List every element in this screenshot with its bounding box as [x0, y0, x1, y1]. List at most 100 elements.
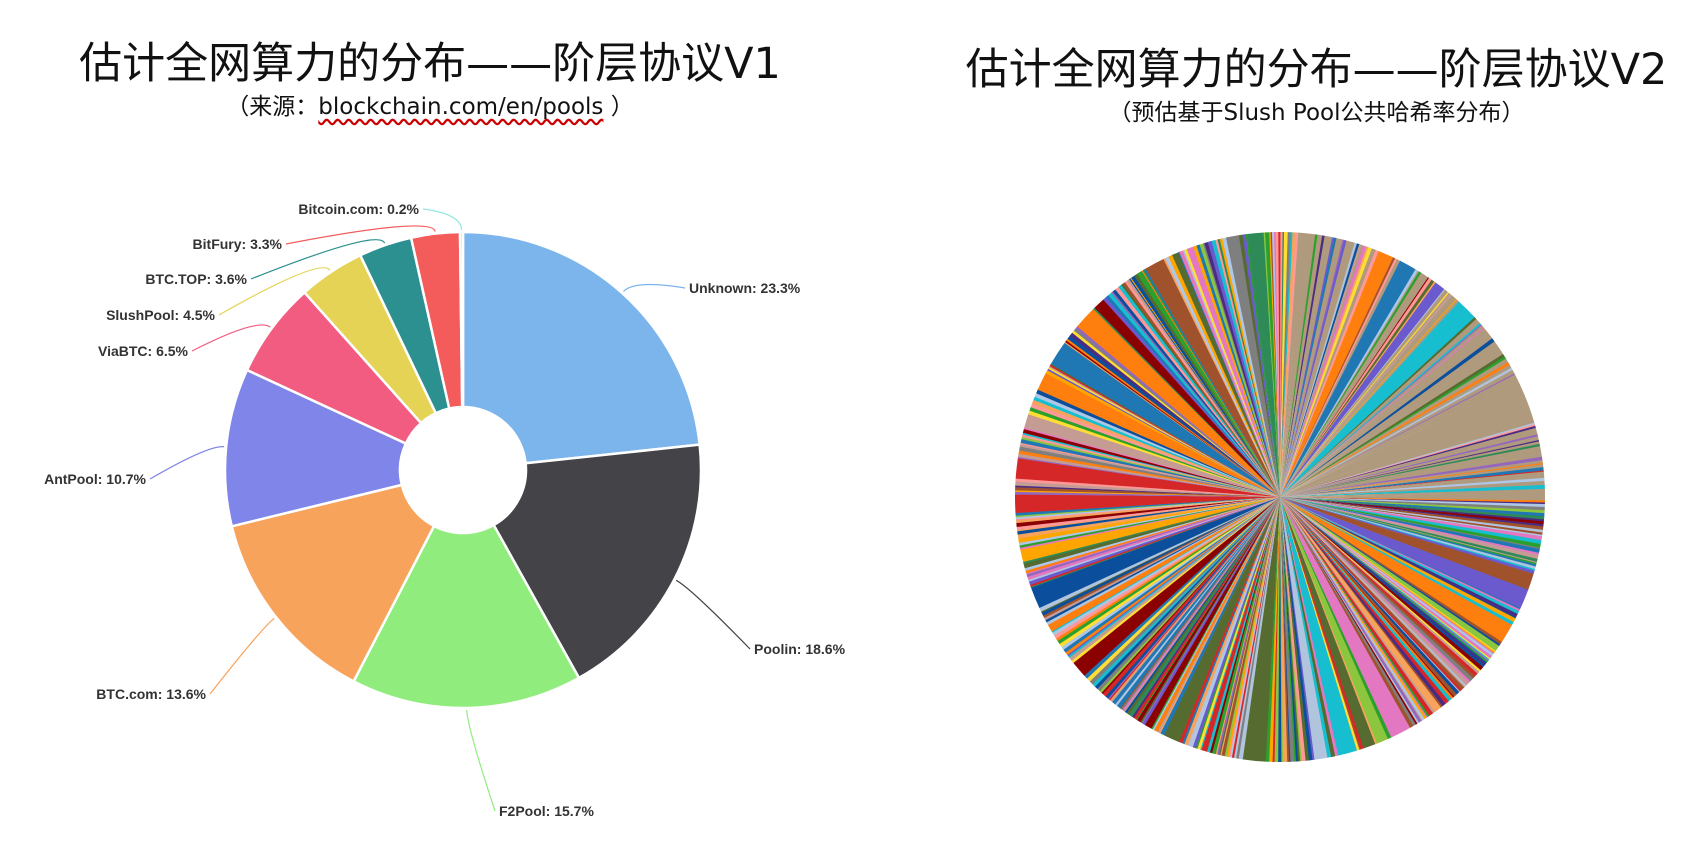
- pool-slice[interactable]: [1026, 497, 1280, 577]
- pool-slice[interactable]: [1280, 346, 1500, 497]
- pool-slice[interactable]: [1280, 497, 1487, 665]
- pool-slice[interactable]: [1280, 460, 1543, 497]
- pool-slice[interactable]: [1032, 399, 1280, 497]
- pool-slice[interactable]: [1238, 234, 1280, 497]
- pool-slice[interactable]: [1280, 497, 1498, 652]
- pool-slice[interactable]: [1280, 497, 1299, 762]
- pool-slice[interactable]: [1105, 497, 1280, 699]
- pool-slice[interactable]: [1280, 497, 1430, 718]
- pool-slice[interactable]: [1126, 497, 1280, 715]
- pool-slice[interactable]: [1280, 275, 1429, 497]
- pool-slice[interactable]: [1280, 497, 1457, 696]
- pool-slice[interactable]: [1280, 277, 1430, 497]
- pool-slice[interactable]: [1280, 497, 1328, 760]
- pool-slice[interactable]: [1280, 497, 1358, 756]
- pool-slice[interactable]: [1280, 473, 1545, 497]
- pool-slice[interactable]: [1073, 328, 1280, 497]
- pool-slice[interactable]: [1280, 341, 1497, 497]
- pool-slice[interactable]: [1105, 294, 1280, 497]
- pool-slice[interactable]: [1047, 497, 1280, 629]
- pool-slice[interactable]: [1280, 497, 1442, 711]
- pool-slice[interactable]: [1134, 273, 1280, 497]
- pool-slice[interactable]: [1242, 234, 1280, 497]
- pool-slice[interactable]: [1278, 232, 1281, 498]
- pool-slice[interactable]: [1280, 497, 1302, 762]
- pool-slice[interactable]: [1033, 396, 1280, 497]
- pool-slice[interactable]: [1127, 278, 1280, 497]
- pool-slice[interactable]: [1280, 281, 1436, 497]
- pool-slice[interactable]: [1204, 241, 1280, 497]
- pool-slice[interactable]: [1280, 497, 1489, 662]
- pool-slice[interactable]: [1141, 497, 1280, 724]
- pool-slice[interactable]: [1280, 475, 1545, 497]
- pool-slice[interactable]: [1280, 497, 1516, 623]
- pool-slice[interactable]: [1280, 300, 1460, 497]
- pool-slice[interactable]: [1016, 497, 1280, 524]
- pool-slice[interactable]: [1115, 286, 1280, 497]
- pool-slice[interactable]: [1280, 497, 1472, 682]
- pool-slice[interactable]: [1142, 497, 1280, 726]
- pool-slice[interactable]: [1280, 332, 1490, 497]
- pool-slice[interactable]: [1129, 278, 1280, 497]
- pool-slice[interactable]: [1111, 291, 1280, 497]
- slice-antpool[interactable]: [223, 368, 408, 528]
- pool-slice[interactable]: [1280, 497, 1484, 671]
- pool-slice[interactable]: [1271, 232, 1280, 498]
- pool-slice[interactable]: [1280, 497, 1435, 714]
- pool-slice[interactable]: [1280, 320, 1481, 497]
- pool-slice[interactable]: [1075, 326, 1280, 497]
- pool-slice[interactable]: [1108, 497, 1280, 701]
- pool-slice[interactable]: [1061, 497, 1280, 650]
- pool-slice[interactable]: [1041, 497, 1280, 616]
- pool-slice[interactable]: [1055, 497, 1280, 642]
- pool-slice[interactable]: [1280, 497, 1465, 691]
- pool-slice[interactable]: [1157, 497, 1280, 733]
- pool-slice[interactable]: [1280, 376, 1518, 497]
- pool-slice[interactable]: [1280, 277, 1432, 497]
- pool-slice[interactable]: [1121, 283, 1280, 497]
- pool-slice[interactable]: [1118, 284, 1280, 497]
- pool-slice[interactable]: [1141, 270, 1280, 497]
- pool-slice[interactable]: [1280, 477, 1545, 497]
- pool-slice[interactable]: [1102, 497, 1280, 697]
- pool-slice[interactable]: [1107, 497, 1280, 700]
- pool-slice[interactable]: [1280, 497, 1456, 698]
- pool-slice[interactable]: [1036, 389, 1280, 497]
- pool-slice[interactable]: [1280, 497, 1297, 762]
- pool-slice[interactable]: [1280, 497, 1376, 749]
- pool-slice[interactable]: [1066, 338, 1280, 497]
- pool-slice[interactable]: [1069, 497, 1280, 661]
- pool-slice[interactable]: [1193, 245, 1280, 497]
- pool-slice[interactable]: [1122, 497, 1280, 712]
- pool-slice[interactable]: [1280, 497, 1478, 677]
- pool-slice[interactable]: [1152, 497, 1280, 731]
- pool-slice[interactable]: [1280, 296, 1456, 497]
- pool-slice[interactable]: [1120, 497, 1280, 711]
- pool-slice[interactable]: [1099, 497, 1280, 693]
- pool-slice[interactable]: [1165, 256, 1280, 497]
- pool-slice[interactable]: [1280, 291, 1450, 497]
- pool-slice[interactable]: [1280, 298, 1457, 497]
- pool-slice[interactable]: [1280, 497, 1443, 708]
- pool-slice[interactable]: [1123, 497, 1280, 712]
- pool-slice[interactable]: [1092, 497, 1280, 687]
- pool-slice[interactable]: [1094, 497, 1280, 689]
- pool-slice[interactable]: [1172, 253, 1280, 497]
- pool-slice[interactable]: [1028, 497, 1280, 582]
- pool-slice[interactable]: [1280, 497, 1529, 609]
- pool-slice[interactable]: [1023, 497, 1280, 566]
- pool-slice[interactable]: [1119, 497, 1280, 710]
- pool-slice[interactable]: [1280, 497, 1476, 679]
- pool-slice[interactable]: [1202, 242, 1280, 497]
- pool-slice[interactable]: [1150, 497, 1280, 730]
- pool-slice[interactable]: [1179, 250, 1280, 497]
- pool-slice[interactable]: [1280, 383, 1530, 497]
- pool-slice[interactable]: [1280, 292, 1451, 497]
- pool-slice[interactable]: [1042, 497, 1280, 618]
- pool-slice[interactable]: [1047, 368, 1280, 497]
- slice-poolin[interactable]: [491, 443, 703, 680]
- pool-slice[interactable]: [1124, 280, 1280, 497]
- pool-slice[interactable]: [1135, 497, 1280, 721]
- pool-slice[interactable]: [1280, 338, 1495, 497]
- pool-slice[interactable]: [1168, 254, 1280, 497]
